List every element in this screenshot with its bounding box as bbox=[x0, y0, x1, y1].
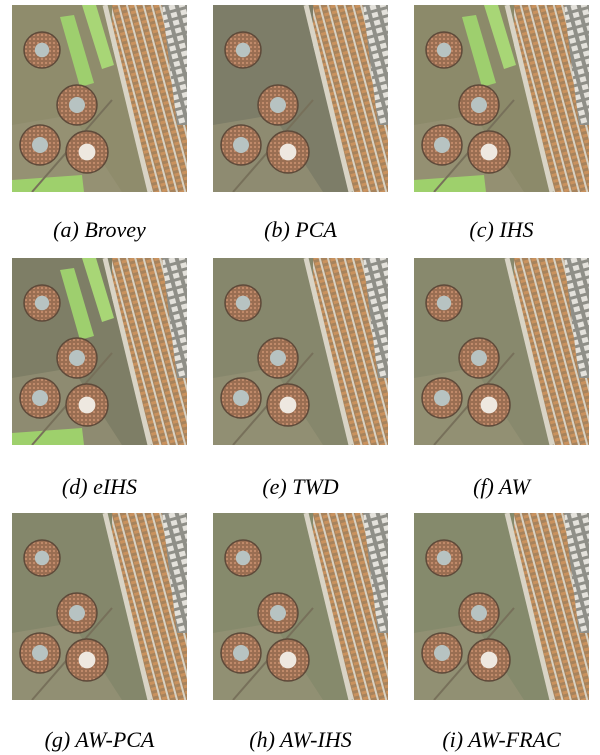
image-content bbox=[12, 5, 187, 192]
compound-center bbox=[437, 296, 451, 310]
compound-center bbox=[434, 137, 450, 153]
satellite-image bbox=[213, 258, 388, 445]
satellite-image bbox=[414, 513, 589, 700]
compound-center bbox=[434, 645, 450, 661]
compound-center bbox=[233, 137, 249, 153]
satellite-image bbox=[12, 513, 187, 700]
satellite-image bbox=[213, 513, 388, 700]
caption: (g) AW-PCA bbox=[45, 727, 155, 752]
compound-center bbox=[69, 97, 85, 113]
compound-center bbox=[236, 551, 250, 565]
compound-center bbox=[35, 296, 49, 310]
image-content bbox=[213, 258, 388, 445]
compound-center bbox=[32, 390, 48, 406]
compound-center bbox=[437, 551, 451, 565]
caption: (f) AW bbox=[473, 474, 531, 499]
satellite-image bbox=[12, 5, 187, 192]
compound-center bbox=[79, 144, 96, 161]
compound-center bbox=[236, 43, 250, 57]
caption: (b) PCA bbox=[264, 217, 337, 242]
caption: (a) Brovey bbox=[53, 217, 146, 242]
compound-center bbox=[481, 144, 498, 161]
compound-center bbox=[481, 652, 498, 669]
compound-center bbox=[270, 97, 286, 113]
satellite-image bbox=[12, 258, 187, 445]
figure: (a) Brovey (b) PCA (c) IHS (d) eIHS (e) TWD (… bbox=[0, 0, 600, 755]
compound-center bbox=[233, 390, 249, 406]
compound-center bbox=[471, 97, 487, 113]
satellite-image bbox=[414, 5, 589, 192]
compound-center bbox=[471, 605, 487, 621]
compound-center bbox=[69, 605, 85, 621]
compound-center bbox=[280, 144, 297, 161]
compound-center bbox=[270, 350, 286, 366]
image-content bbox=[414, 258, 589, 445]
compound-center bbox=[437, 43, 451, 57]
compound-center bbox=[270, 605, 286, 621]
caption: (d) eIHS bbox=[62, 474, 137, 499]
compound-center bbox=[35, 551, 49, 565]
image-content bbox=[12, 258, 187, 445]
caption: (e) TWD bbox=[262, 474, 338, 499]
satellite-image bbox=[213, 5, 388, 192]
compound-center bbox=[471, 350, 487, 366]
satellite-image bbox=[414, 258, 589, 445]
compound-center bbox=[32, 137, 48, 153]
caption: (c) IHS bbox=[469, 217, 533, 242]
compound-center bbox=[434, 390, 450, 406]
compound-center bbox=[79, 397, 96, 414]
compound-center bbox=[69, 350, 85, 366]
compound-center bbox=[32, 645, 48, 661]
image-content bbox=[414, 5, 589, 192]
image-content bbox=[414, 513, 589, 700]
compound-center bbox=[233, 645, 249, 661]
compound-center bbox=[280, 652, 297, 669]
compound-center bbox=[280, 397, 297, 414]
image-content bbox=[213, 513, 388, 700]
compound-center bbox=[236, 296, 250, 310]
caption: (i) AW-FRAC bbox=[442, 727, 561, 752]
image-content bbox=[213, 5, 388, 192]
compound-center bbox=[481, 397, 498, 414]
compound-center bbox=[35, 43, 49, 57]
compound-center bbox=[79, 652, 96, 669]
image-content bbox=[12, 513, 187, 700]
caption: (h) AW-IHS bbox=[249, 727, 351, 752]
